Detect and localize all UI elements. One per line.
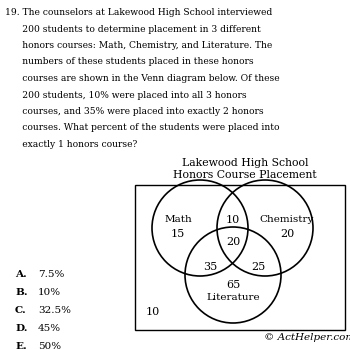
- Text: 200 students to determine placement in 3 different: 200 students to determine placement in 3…: [5, 24, 261, 34]
- Text: Honors Course Placement: Honors Course Placement: [173, 170, 317, 180]
- Text: A.: A.: [15, 270, 27, 279]
- Text: numbers of these students placed in these honors: numbers of these students placed in thes…: [5, 58, 254, 67]
- Text: 7.5%: 7.5%: [38, 270, 64, 279]
- Text: courses, and 35% were placed into exactly 2 honors: courses, and 35% were placed into exactl…: [5, 107, 264, 116]
- Text: 35: 35: [203, 262, 217, 272]
- Text: 32.5%: 32.5%: [38, 306, 71, 315]
- Text: Chemistry: Chemistry: [260, 215, 314, 224]
- Text: 200 students, 10% were placed into all 3 honors: 200 students, 10% were placed into all 3…: [5, 90, 247, 99]
- Text: 65: 65: [226, 280, 240, 290]
- Text: Literature: Literature: [206, 292, 260, 302]
- Text: B.: B.: [15, 288, 28, 297]
- Text: © ActHelper.com: © ActHelper.com: [264, 333, 350, 342]
- Text: courses. What percent of the students were placed into: courses. What percent of the students we…: [5, 124, 280, 133]
- Text: Math: Math: [164, 215, 192, 224]
- Text: 10%: 10%: [38, 288, 61, 297]
- Text: 19. The counselors at Lakewood High School interviewed: 19. The counselors at Lakewood High Scho…: [5, 8, 272, 17]
- Text: exactly 1 honors course?: exactly 1 honors course?: [5, 140, 137, 149]
- Text: 20: 20: [226, 237, 240, 247]
- Text: D.: D.: [15, 324, 28, 333]
- Text: C.: C.: [15, 306, 27, 315]
- Bar: [135, 185, 345, 330]
- Text: 50%: 50%: [38, 342, 61, 349]
- Text: Lakewood High School: Lakewood High School: [182, 158, 308, 168]
- Text: 10: 10: [226, 215, 240, 225]
- Text: courses are shown in the Venn diagram below. Of these: courses are shown in the Venn diagram be…: [5, 74, 280, 83]
- Text: 25: 25: [251, 262, 265, 272]
- Text: honors courses: Math, Chemistry, and Literature. The: honors courses: Math, Chemistry, and Lit…: [5, 41, 272, 50]
- Text: 45%: 45%: [38, 324, 61, 333]
- Text: 10: 10: [146, 307, 160, 317]
- Text: 15: 15: [171, 229, 185, 239]
- Text: 20: 20: [280, 229, 294, 239]
- Text: E.: E.: [15, 342, 27, 349]
